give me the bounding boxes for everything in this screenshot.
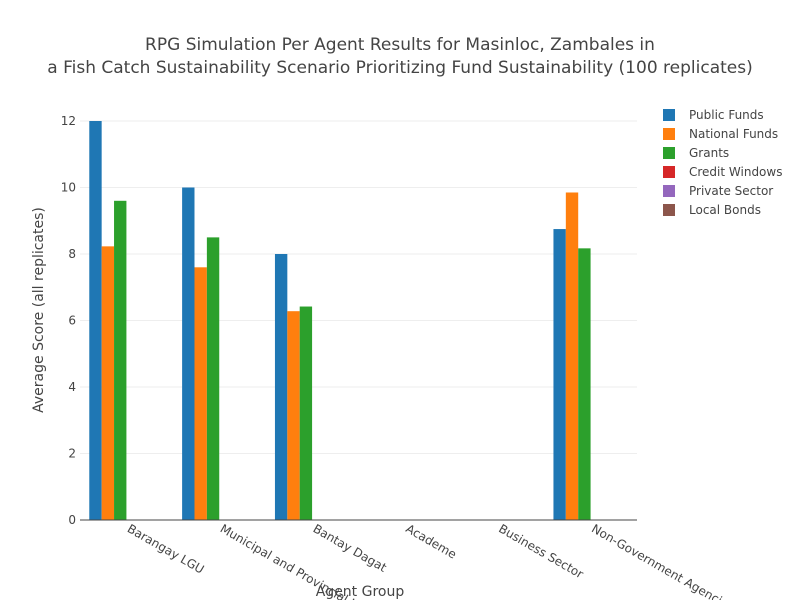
bar-national-funds[interactable] [101,246,115,521]
y-tick-label: 0 [68,513,76,527]
bar-grants[interactable] [578,248,591,520]
bar-national-funds[interactable] [287,311,300,520]
legend-swatch [663,204,675,216]
legend-item[interactable]: Grants [663,146,729,160]
grid-lines [80,120,637,454]
legend-label: Grants [689,146,729,160]
legend[interactable]: Public Funds National Funds Grants Credit W… [663,108,782,217]
x-axis-title: Agent Group [316,584,405,600]
x-tick-labels: Barangay LGU Municipal and Provincial LGU… [125,521,736,600]
bar-public-funds[interactable] [182,187,195,521]
x-tick-label: Academe [403,521,459,561]
legend-item[interactable]: National Funds [663,127,778,141]
y-tick-label: 6 [68,314,76,328]
legend-swatch [663,147,675,159]
chart-title-line-1: RPG Simulation Per Agent Results for Mas… [145,35,655,55]
x-tick-label: Business Sector [496,521,586,581]
legend-label: Credit Windows [689,165,782,179]
legend-swatch [663,128,675,140]
y-tick-label: 8 [68,247,76,261]
chart-title-line-2: a Fish Catch Sustainability Scenario Pri… [47,58,752,78]
y-tick-labels: 0 2 4 6 8 10 12 [61,114,76,527]
y-tick-label: 10 [61,181,76,195]
legend-item[interactable]: Public Funds [663,108,764,122]
legend-label: Public Funds [689,108,764,122]
y-tick-label: 2 [68,447,76,461]
legend-item[interactable]: Private Sector [663,184,773,198]
bar-national-funds[interactable] [565,192,579,521]
bars[interactable] [89,121,591,521]
bar-national-funds[interactable] [194,267,207,520]
legend-label: Local Bonds [689,203,761,217]
x-tick-label: Bantay Dagat [311,521,390,574]
bar-public-funds[interactable] [553,229,566,520]
bar-grants[interactable] [299,306,313,520]
y-tick-label: 4 [68,380,76,394]
legend-swatch [663,185,675,197]
legend-swatch [663,109,675,121]
y-axis-title: Average Score (all replicates) [31,207,47,413]
x-tick-label: Barangay LGU [125,521,207,576]
y-tick-label: 12 [61,114,76,128]
legend-swatch [663,166,675,178]
bar-public-funds[interactable] [274,254,288,520]
legend-item[interactable]: Local Bonds [663,203,761,217]
bar-grants[interactable] [206,237,220,520]
legend-label: Private Sector [689,184,773,198]
legend-item[interactable]: Credit Windows [663,165,782,179]
bar-public-funds[interactable] [89,121,102,520]
legend-label: National Funds [689,127,778,141]
bar-grants[interactable] [114,200,127,521]
x-tick-label: Non-Government Agencies [589,521,736,600]
